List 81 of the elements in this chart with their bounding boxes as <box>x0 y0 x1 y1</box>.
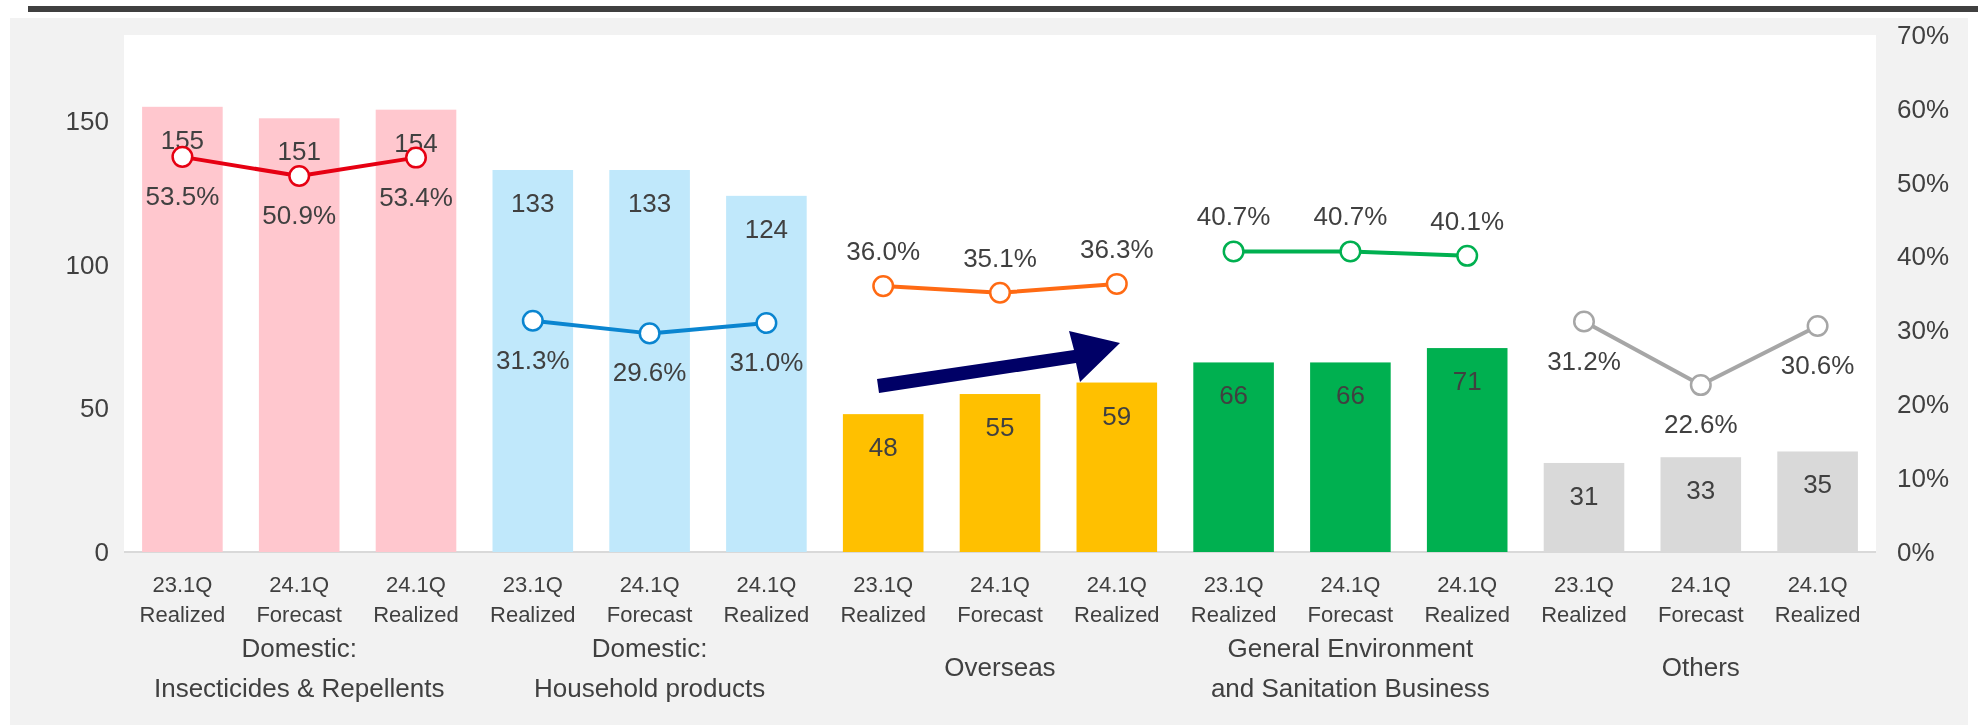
y-tick-label: 50 <box>80 393 109 424</box>
bar <box>142 106 223 552</box>
data-label: 55 <box>985 412 1015 443</box>
y2-tick-label: 60% <box>1897 93 1950 124</box>
y2-tick-label: 20% <box>1897 389 1950 420</box>
y2-tick-label: 40% <box>1897 241 1950 272</box>
text: Others <box>1661 652 1740 682</box>
data-label: 50.9% <box>262 200 337 231</box>
bar <box>1193 362 1274 552</box>
x-tick-label: 24.1Q Forecast <box>1307 572 1394 627</box>
y2-tick-label: 50% <box>1897 167 1950 198</box>
text: Domestic: Insecticides & Repellents <box>153 633 445 703</box>
x-tick-label: 24.1Q Realized <box>1074 572 1160 627</box>
point <box>1689 374 1712 397</box>
bar <box>1426 348 1508 552</box>
text: Domestic: Household products <box>533 633 766 703</box>
x-tick-label: 24.1Q Forecast <box>1658 572 1744 627</box>
data-label: 35 <box>1803 469 1833 500</box>
point <box>988 281 1012 304</box>
point <box>638 322 661 345</box>
y2-tick-label: 10% <box>1897 462 1950 493</box>
y2-tick-label: 0% <box>1897 536 1935 567</box>
point <box>1222 240 1245 263</box>
point <box>1339 240 1362 263</box>
text: General Environment and Sanitation Business <box>1210 633 1490 703</box>
data-label: 40.1% <box>1430 205 1505 236</box>
x-tick-label: 23.1Q Realized <box>139 572 226 627</box>
data-label: 40.7% <box>1196 201 1271 232</box>
data-label: 31.2% <box>1547 345 1621 376</box>
x-tick-label: 23.1Q Realized <box>490 572 576 627</box>
data-label: 40.7% <box>1313 201 1388 232</box>
x-tick-label: 24.1Q Forecast <box>606 572 693 627</box>
y2-tick-label: 30% <box>1897 315 1950 346</box>
y2-tick-label: 70% <box>1897 19 1950 50</box>
y-tick-label: 100 <box>65 249 109 280</box>
x-tick-label: 24.1Q Realized <box>723 572 810 627</box>
text: Overseas <box>944 652 1056 682</box>
data-label: 48 <box>868 432 898 463</box>
x-tick-label: 24.1Q Forecast <box>256 572 342 627</box>
data-label: 71 <box>1452 366 1482 397</box>
bar <box>375 109 457 552</box>
data-label: 35.1% <box>963 242 1037 273</box>
data-label: 133 <box>511 187 555 218</box>
data-label: 36.3% <box>1079 233 1154 264</box>
data-label: 133 <box>627 187 672 218</box>
point <box>521 309 544 332</box>
data-label: 66 <box>1335 380 1365 411</box>
bar <box>492 169 574 552</box>
x-tick-label: 24.1Q Forecast <box>957 572 1043 627</box>
data-label: 22.6% <box>1663 409 1738 440</box>
y-tick-label: 150 <box>65 105 109 136</box>
point <box>1456 244 1479 267</box>
point <box>1105 272 1128 295</box>
x-tick-label: 24.1Q Realized <box>373 572 459 627</box>
x-tick-label: 23.1Q Realized <box>840 572 926 627</box>
point <box>288 165 311 188</box>
y-tick-label: 0 <box>94 536 109 567</box>
x-tick-label: 23.1Q Realized <box>1541 572 1627 627</box>
data-label: 30.6% <box>1780 350 1855 380</box>
bar <box>842 414 924 552</box>
bar <box>1310 362 1391 552</box>
point <box>872 275 895 298</box>
data-label: 124 <box>744 213 789 244</box>
data-label: 31 <box>1569 480 1599 511</box>
point <box>1806 314 1829 337</box>
bar <box>726 195 807 552</box>
data-label: 59 <box>1102 400 1132 431</box>
data-label: 53.4% <box>379 181 453 212</box>
x-tick-label: 24.1Q Realized <box>1424 572 1510 627</box>
data-label: 33 <box>1686 475 1716 506</box>
point <box>1572 310 1596 333</box>
data-label: 66 <box>1219 380 1249 411</box>
x-tick-label: 24.1Q Realized <box>1774 572 1861 627</box>
data-label: 36.0% <box>846 236 921 267</box>
data-label: 151 <box>277 136 321 167</box>
point <box>755 312 778 335</box>
data-label: 53.5% <box>145 180 220 211</box>
data-label: 29.6% <box>612 357 687 388</box>
data-label: 31.3% <box>495 344 570 375</box>
x-tick-label: 23.1Q Realized <box>1190 572 1277 627</box>
data-label: 31.0% <box>729 347 804 378</box>
